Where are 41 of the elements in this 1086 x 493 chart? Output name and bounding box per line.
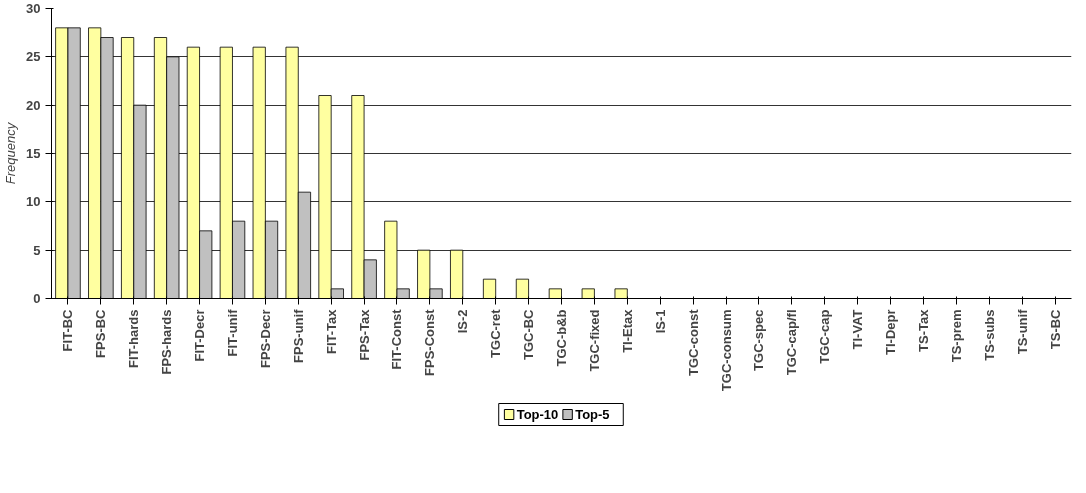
x-tick-label: TS-unif <box>1014 308 1030 355</box>
x-tick-label: TS-Tax <box>915 308 931 352</box>
legend-label: Top-10 <box>516 407 559 422</box>
y-tick-label: 0 <box>33 291 41 306</box>
x-tick-label: TGC-spec <box>751 309 767 371</box>
x-tick-label: TI-Etax <box>619 308 635 353</box>
x-tick-label: FPS-Tax <box>356 308 372 361</box>
x-tick-label: TGC-cap <box>817 309 833 364</box>
x-tick-label: TI-VAT <box>850 309 866 350</box>
x-tick-label: TGC-ret <box>488 308 504 358</box>
x-tick-label: IS-1 <box>652 309 668 334</box>
y-tick-label: 30 <box>26 1 41 16</box>
x-tick-label: TGC-b&b <box>554 309 569 367</box>
x-tick-label: FPS-BC <box>93 308 109 358</box>
x-tick-label: TGC-BC <box>521 308 537 361</box>
x-tick-label: FIT-BC <box>60 308 76 352</box>
x-tick-label: FPS-Decr <box>257 309 273 369</box>
x-tick-label: FIT-Tax <box>323 308 339 355</box>
x-tick-label: TGC-fixed <box>586 309 602 372</box>
y-tick-label: 15 <box>26 146 41 161</box>
x-tick-label: FPS-Const <box>422 308 438 376</box>
x-tick-label: IS-2 <box>455 309 471 334</box>
x-tick-label: TGC-cap/fl <box>784 309 800 376</box>
x-tick-label: TS-subs <box>981 309 997 361</box>
y-tick-label: 10 <box>26 194 41 210</box>
y-tick-label: 25 <box>26 49 41 65</box>
y-axis-title: Frequency <box>3 121 19 185</box>
x-tick-label: FPS-hards <box>159 309 175 375</box>
x-tick-label: FIT-Const <box>389 308 405 370</box>
legend-label: Top-5 <box>575 407 610 422</box>
x-tick-label: FIT-Decr <box>192 309 208 362</box>
x-tick-label: TS-prem <box>948 309 964 363</box>
x-tick-label: TGC-const <box>685 308 701 376</box>
x-tick-label: FPS-unif <box>290 308 306 363</box>
y-tick-label: 5 <box>33 242 41 258</box>
x-tick-label: TS-BC <box>1047 308 1063 350</box>
x-tick-label: TI-Depr <box>883 309 899 355</box>
x-tick-label: FIT-unif <box>224 308 240 357</box>
x-tick-label: FIT-hards <box>126 309 142 369</box>
y-tick-label: 20 <box>26 97 41 113</box>
x-tick-label: TGC-consum <box>718 309 734 392</box>
